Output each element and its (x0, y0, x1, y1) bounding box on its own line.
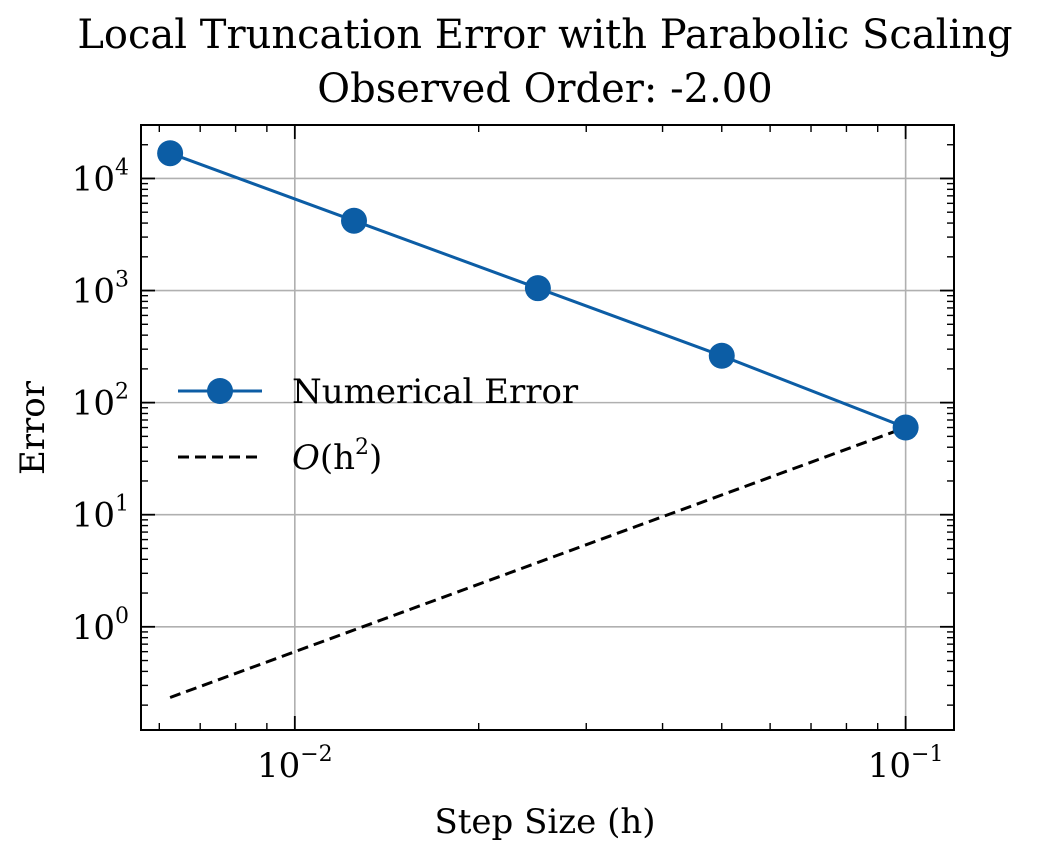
legend-label-order: O(h2) (292, 435, 382, 478)
data-point (708, 342, 735, 369)
chart-title: Local Truncation Error with Parabolic Sc… (77, 12, 1012, 58)
y-tick-label-0: 100 (72, 604, 129, 648)
y-tick-label-3: 103 (72, 268, 129, 312)
y-tick-label-1: 101 (72, 492, 129, 536)
grid (141, 125, 954, 730)
y-tick-label-4: 104 (72, 155, 129, 199)
data-point (341, 207, 368, 234)
x-tick-label-0: 10−2 (257, 742, 333, 786)
legend: Numerical Error O(h2) (178, 372, 579, 478)
tick-labels: 10−2 10−1 100 101 102 103 104 (72, 155, 944, 786)
legend-label-numerical: Numerical Error (292, 372, 579, 412)
data-point (892, 414, 919, 441)
legend-marker-numerical (207, 378, 233, 404)
y-tick-label-2: 102 (72, 380, 129, 424)
plot-series (157, 140, 919, 699)
y-axis-label: Error (13, 380, 53, 475)
plot-frame (140, 124, 955, 731)
x-tick-label-1: 10−1 (868, 742, 944, 786)
ticks (141, 124, 954, 730)
data-point (524, 275, 551, 302)
data-point (157, 140, 184, 167)
x-axis-label: Step Size (h) (434, 802, 655, 842)
series-line-1 (169, 426, 907, 699)
chart-subtitle: Observed Order: -2.00 (317, 66, 772, 112)
